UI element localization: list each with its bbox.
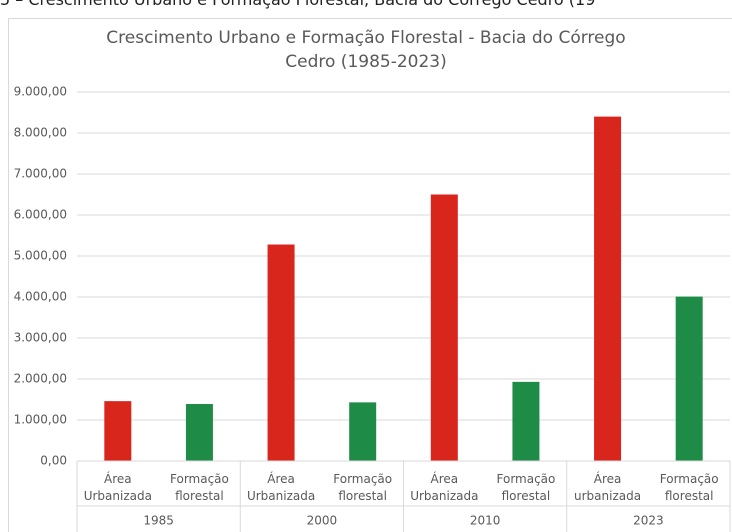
bar [512,381,540,461]
y-tick-label: 5.000,00 [14,249,67,263]
caption: 5 – Crescimento Urbano e Formação Flores… [0,0,595,9]
bar [594,116,622,461]
x-tick-label: Área Urbanizada [410,471,478,503]
x-tick-label: Área urbanizada [574,471,641,503]
x-tick-label: Formação florestal [170,472,229,503]
bar [185,404,213,461]
y-tick-label: 8.000,00 [14,126,67,140]
bar [430,194,458,461]
x-tick-label: Formação florestal [497,472,556,503]
group-label: 2000 [307,514,338,528]
bar [267,244,295,461]
group-label: 1985 [143,514,174,528]
y-tick-label: 9.000,00 [14,85,67,99]
x-tick-label: Área Urbanizada [247,471,315,503]
bar [675,296,703,461]
y-tick-label: 0,00 [40,454,67,468]
y-tick-label: 2.000,00 [14,372,67,386]
y-tick-label: 7.000,00 [14,167,67,181]
y-tick-label: 6.000,00 [14,208,67,222]
bar [104,401,132,461]
group-label: 2010 [470,514,501,528]
x-tick-label: Formação florestal [660,472,719,503]
group-label: 2023 [633,514,664,528]
y-tick-label: 4.000,00 [14,290,67,304]
x-tick-label: Formação florestal [333,472,392,503]
x-tick-label: Área Urbanizada [84,471,152,503]
y-tick-label: 1.000,00 [14,413,67,427]
bar [349,402,377,461]
y-tick-label: 3.000,00 [14,331,67,345]
chart-title: Crescimento Urbano e Formação Florestal … [106,28,626,72]
